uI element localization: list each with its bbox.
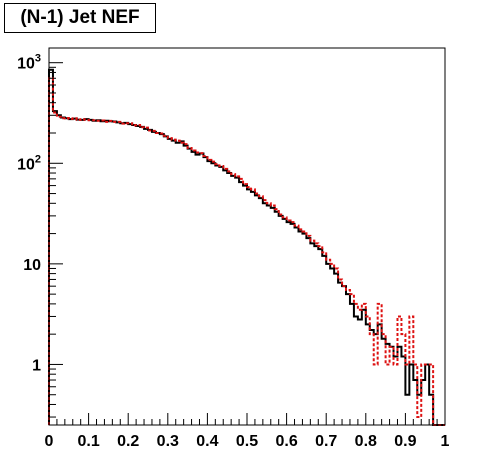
x-tick-label: 0.1: [77, 433, 99, 450]
x-axis: 0 0.1 0.2 0.3 0.4 0.5 0.6 0.7 0.8 0.9 1: [45, 413, 450, 450]
y-tick-label: 103: [17, 53, 41, 73]
plot-frame: [48, 47, 446, 426]
x-tick-label: 0.8: [355, 433, 377, 450]
x-tick-label: 0.7: [315, 433, 337, 450]
histogram-series-layer: [48, 68, 445, 426]
y-tick-label: 1: [32, 357, 41, 374]
x-tick-label: 1: [441, 433, 450, 450]
x-tick-label: 0.9: [394, 433, 416, 450]
x-tick-label: 0.4: [196, 433, 218, 450]
x-tick-label: 0.2: [117, 433, 139, 450]
x-tick-label: 0: [45, 433, 54, 450]
x-tick-label: 0.3: [157, 433, 179, 450]
x-tick-label: 0.6: [275, 433, 297, 450]
y-tick-label: 102: [17, 153, 41, 173]
histogram-series-1: [48, 68, 445, 426]
y-tick-label: 10: [23, 257, 41, 274]
histogram-series-2: [48, 77, 445, 426]
chart-title: (N-1) Jet NEF: [4, 3, 156, 33]
x-tick-label: 0.5: [236, 433, 258, 450]
